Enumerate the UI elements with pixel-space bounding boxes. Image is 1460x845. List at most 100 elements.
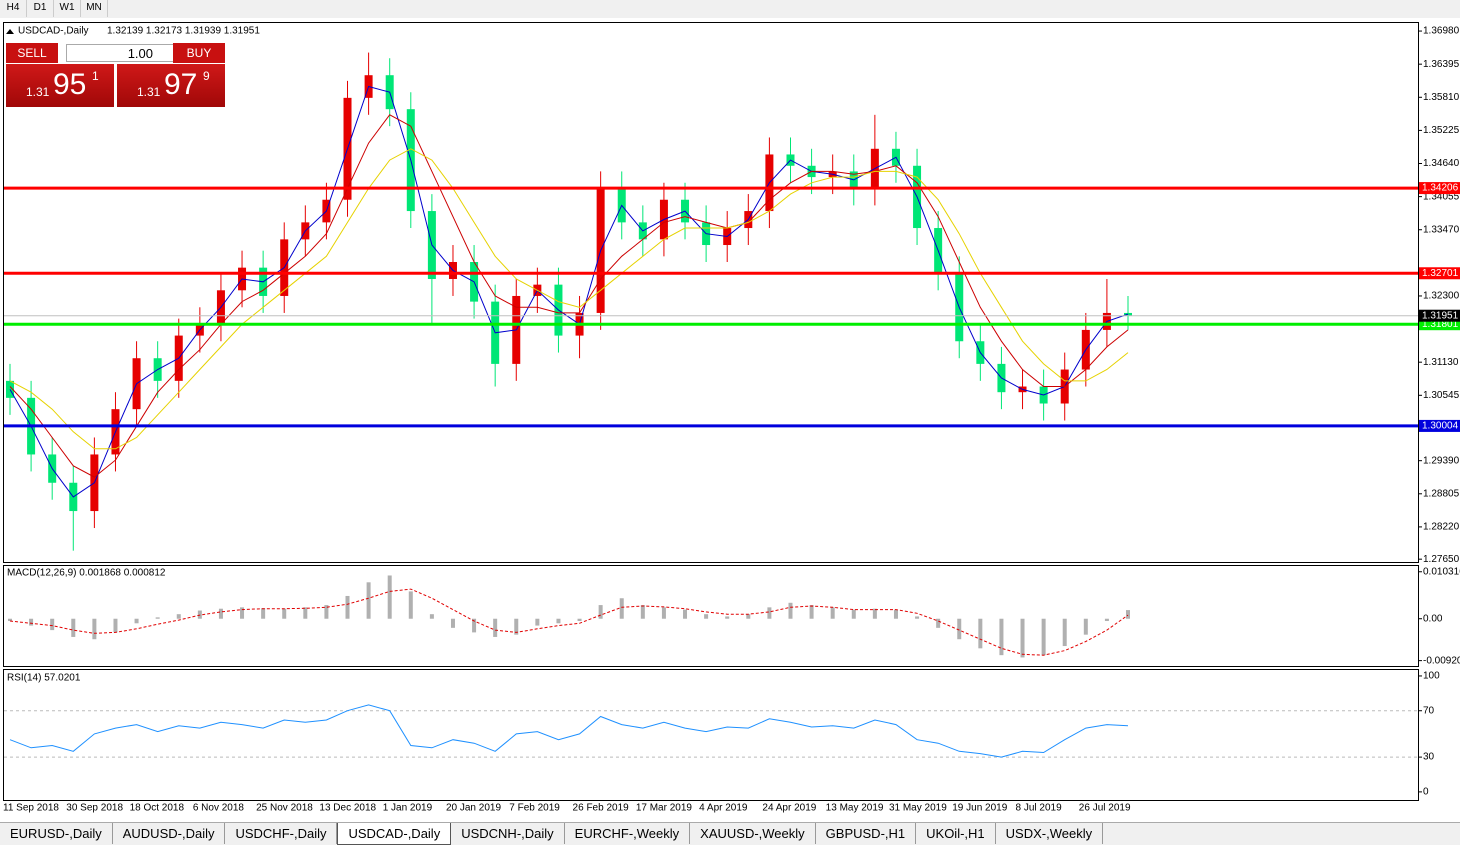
symbol-tab[interactable]: EURCHF-,Weekly: [565, 823, 691, 844]
macd-bar: [450, 618, 455, 628]
macd-bar: [915, 616, 920, 619]
level-label: 1.34206: [1422, 183, 1459, 194]
y-tick-label: 70: [1423, 705, 1435, 716]
y-tick-label: 1.35810: [1423, 92, 1460, 103]
macd-bar: [113, 618, 118, 633]
bid-quote[interactable]: 1.31 95 1: [6, 64, 114, 107]
symbol-tab[interactable]: AUDUSD-,Daily: [113, 823, 226, 844]
buy-button[interactable]: BUY: [173, 43, 225, 63]
macd-panel: [3, 565, 1419, 667]
macd-bar: [8, 618, 12, 622]
macd-bar: [345, 595, 350, 619]
symbol-tab[interactable]: USDCNH-,Daily: [451, 823, 565, 844]
macd-bar: [387, 575, 392, 619]
macd-bar: [324, 605, 329, 619]
y-tick-label: 1.28220: [1423, 522, 1460, 533]
macd-bar: [218, 608, 223, 619]
x-tick-label: 6 Nov 2018: [193, 803, 245, 814]
macd-bar: [767, 607, 772, 619]
macd-bar: [240, 607, 245, 619]
timeframe-button[interactable]: MN: [81, 0, 108, 17]
rsi-line: [9, 704, 1129, 758]
macd-bar: [261, 608, 266, 619]
timeframe-button[interactable]: H4: [0, 0, 27, 17]
y-tick-label: 1.29390: [1423, 455, 1460, 466]
y-tick-label: 1.36395: [1423, 59, 1460, 70]
chart-title: USDCAD-,Daily: [18, 26, 89, 37]
toolbar-bg: [0, 0, 1460, 18]
macd-bar: [535, 618, 540, 626]
y-tick-label: 1.34640: [1423, 158, 1460, 169]
y-tick-label: 1.31130: [1423, 357, 1459, 368]
trade-panel: SELL 1.00 BUY 1.31 95 1 1.31 97 9: [6, 43, 225, 107]
y-tick-label: 100: [1423, 671, 1440, 682]
symbol-tab[interactable]: UKOil-,H1: [916, 823, 996, 844]
y-tick-label: 0.00: [1423, 613, 1443, 624]
level-tag: [1419, 419, 1460, 432]
macd-bar: [71, 618, 76, 637]
macd-bar: [50, 618, 55, 631]
timeframe-button[interactable]: W1: [54, 0, 81, 17]
y-tick-label: 1.27650: [1423, 554, 1460, 565]
macd-bar: [408, 591, 413, 619]
macd-bar: [851, 609, 856, 619]
macd-bar: [661, 607, 666, 619]
macd-bar: [619, 598, 624, 619]
lot-input[interactable]: 1.00: [66, 44, 178, 62]
symbol-tab[interactable]: USDX-,Weekly: [996, 823, 1104, 844]
x-tick-label: 13 Dec 2018: [319, 803, 376, 814]
sell-button[interactable]: SELL: [6, 43, 58, 63]
macd-bar: [556, 618, 561, 624]
macd-bar: [1104, 618, 1109, 622]
macd-bar: [893, 609, 898, 619]
level-tag: [1419, 267, 1460, 280]
macd-bar: [788, 602, 793, 619]
macd-bar: [936, 618, 941, 628]
y-tick-label: 1.28805: [1423, 488, 1460, 499]
macd-bar: [999, 618, 1004, 656]
macd-bar: [1041, 618, 1046, 656]
x-tick-label: 7 Feb 2019: [509, 803, 560, 814]
x-tick-label: 17 Mar 2019: [636, 803, 693, 814]
macd-bar: [830, 607, 835, 619]
y-tick-label: 0.010316: [1423, 566, 1460, 577]
macd-bar: [472, 618, 477, 633]
collapse-icon[interactable]: [6, 29, 14, 34]
x-tick-label: 31 May 2019: [889, 803, 947, 814]
x-tick-label: 11 Sep 2018: [3, 803, 59, 814]
candle-body: [6, 380, 14, 398]
ask-small: 9: [203, 69, 210, 83]
x-tick-label: 30 Sep 2018: [66, 803, 123, 814]
y-tick-label: 0: [1423, 787, 1429, 798]
symbol-tab[interactable]: USDCAD-,Daily: [337, 823, 452, 845]
macd-bar: [957, 618, 962, 640]
timeframe-button[interactable]: D1: [27, 0, 54, 17]
level-label: 1.32701: [1422, 268, 1459, 279]
macd-bar: [429, 614, 434, 619]
macd-bar: [282, 608, 287, 619]
macd-bar: [725, 616, 730, 619]
rsi-title: RSI(14) 57.0201: [7, 673, 81, 684]
y-tick-label: 1.34055: [1423, 191, 1460, 202]
price-tag: [1419, 309, 1460, 322]
symbol-tab[interactable]: XAUUSD-,Weekly: [690, 823, 816, 844]
macd-bar: [746, 614, 751, 619]
macd-bar: [29, 618, 34, 626]
bid-main: 95: [53, 68, 87, 101]
moving-average: [9, 85, 1129, 498]
macd-bar: [92, 618, 97, 640]
macd-bar: [1126, 610, 1130, 619]
x-tick-label: 4 Apr 2019: [699, 803, 748, 814]
level-label: 1.31801: [1422, 319, 1459, 330]
ask-quote[interactable]: 1.31 97 9: [117, 64, 225, 107]
macd-bar: [704, 614, 709, 619]
symbol-tab[interactable]: USDCHF-,Daily: [225, 823, 338, 844]
x-tick-label: 1 Jan 2019: [383, 803, 433, 814]
level-tag: [1419, 182, 1460, 195]
x-tick-label: 25 Nov 2018: [256, 803, 313, 814]
y-tick-label: 1.36980: [1423, 26, 1460, 37]
symbol-tab[interactable]: EURUSD-,Daily: [0, 823, 113, 844]
symbol-tab[interactable]: GBPUSD-,H1: [816, 823, 917, 844]
macd-title: MACD(12,26,9) 0.001868 0.000812: [7, 568, 166, 579]
